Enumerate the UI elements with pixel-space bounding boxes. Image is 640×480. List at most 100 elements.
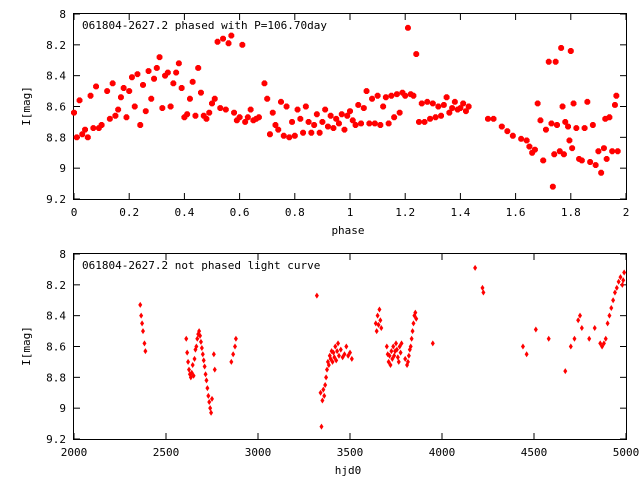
unphased-data-point [605, 320, 610, 327]
phased-data-point [363, 88, 370, 94]
unphased-data-point [379, 325, 384, 331]
phased-data-point [388, 92, 395, 99]
unphased-data-point [139, 312, 144, 319]
phased-data-point [584, 98, 591, 105]
phased-data-point [261, 80, 268, 87]
phased-y-tick-label: 8.4 [46, 70, 66, 83]
phased-y-tick-label: 8 [59, 8, 66, 21]
unphased-y-tick-label: 8.4 [46, 310, 66, 323]
unphased-data-point [344, 343, 349, 350]
phased-data-point [424, 98, 431, 105]
unphased-data-point [336, 340, 341, 347]
phased-data-point [159, 105, 166, 111]
phased-data-point [175, 60, 182, 67]
phased-data-point [198, 89, 204, 96]
phased-data-point [567, 48, 574, 54]
unphased-data-point [190, 362, 195, 368]
unphased-data-point [389, 348, 394, 355]
phased-x-axis-label: phase [331, 224, 364, 237]
phased-data-point [156, 54, 163, 61]
phased-data-point [275, 126, 282, 133]
phased-data-point [294, 106, 301, 113]
unphased-data-point [323, 382, 328, 389]
unphased-data-point [430, 340, 435, 347]
unphased-data-point [211, 351, 216, 358]
unphased-data-point [140, 320, 145, 327]
phased-x-tick-label: 0.8 [285, 206, 305, 219]
phased-data-point [338, 111, 345, 118]
phased-data-point [140, 82, 146, 88]
unphased-data-point [210, 395, 214, 402]
phased-data-point [498, 123, 505, 130]
phased-data-point [589, 122, 596, 128]
unphased-data-point [520, 343, 525, 350]
phased-data-point [418, 100, 425, 107]
unphased-data-point [572, 335, 577, 342]
unphased-data-point [410, 328, 415, 335]
unphased-data-point [138, 301, 143, 308]
unphased-data-point [314, 292, 319, 299]
phased-data-point [302, 103, 309, 110]
unphased-data-point [406, 352, 411, 359]
phased-data-point [358, 120, 364, 127]
phased-data-point [142, 108, 149, 115]
unphased-y-tick-label: 8.2 [46, 279, 66, 292]
phased-data-point [369, 95, 375, 102]
unphased-data-point [208, 405, 213, 412]
unphased-data-point [205, 385, 210, 392]
unphased-data-point [578, 312, 582, 319]
phased-data-point [82, 126, 88, 133]
phased-data-point [209, 100, 215, 107]
phased-data-point [587, 159, 594, 165]
unphased-data-point [481, 289, 486, 296]
phased-panel: 061804-2627.2 phased with P=106.70day ph… [20, 8, 629, 237]
phased-data-point [382, 94, 389, 101]
phased-data-point [148, 95, 155, 102]
unphased-data-point [204, 377, 209, 384]
phased-data-point [349, 117, 356, 124]
phased-data-point [540, 157, 547, 164]
unphased-data-point [142, 340, 147, 347]
unphased-data-point [194, 343, 199, 350]
unphased-x-tick-label: 2000 [61, 446, 88, 459]
phased-data-point [126, 88, 133, 94]
phased-data-point [214, 38, 221, 45]
phased-data-point [184, 111, 191, 118]
unphased-data-point [391, 343, 396, 350]
unphased-data-point [231, 351, 236, 358]
phased-data-point [371, 120, 378, 127]
phased-data-point [565, 123, 571, 130]
phased-data-point [410, 92, 417, 99]
phased-data-point [598, 169, 605, 176]
unphased-y-axis-label: I[mag] [20, 326, 33, 366]
phased-data-point [537, 117, 544, 124]
unphased-data-point [325, 366, 329, 373]
phased-data-point [137, 122, 144, 128]
phased-data-point [504, 128, 511, 135]
phased-data-point [325, 123, 331, 130]
unphased-data-point [568, 343, 573, 350]
unphased-data-point [197, 328, 202, 335]
unphased-data-point [614, 284, 619, 291]
unphased-data-point [394, 346, 399, 353]
unphased-data-point [335, 348, 340, 355]
unphased-data-point [199, 345, 204, 352]
phased-data-point [449, 105, 456, 111]
phased-data-point [562, 119, 569, 125]
unphased-data-point [376, 321, 381, 328]
phased-chart-title: 061804-2627.2 phased with P=106.70day [82, 19, 327, 32]
unphased-data-point [192, 355, 197, 362]
phased-x-tick-label: 1.2 [395, 206, 415, 219]
unphased-data-point [185, 349, 190, 356]
unphased-data-point [324, 374, 329, 381]
phased-x-tick-label: 1.4 [450, 206, 470, 219]
unphased-y-tick-label: 8 [59, 248, 66, 261]
phased-data-point [269, 109, 276, 116]
unphased-data-point [143, 348, 148, 355]
unphased-data-point [334, 357, 339, 364]
unphased-data-point [330, 358, 335, 365]
unphased-data-point [207, 399, 212, 405]
phased-data-point [79, 131, 86, 138]
unphased-x-axis-label: hjd0 [335, 464, 362, 477]
phased-data-point [435, 103, 442, 110]
